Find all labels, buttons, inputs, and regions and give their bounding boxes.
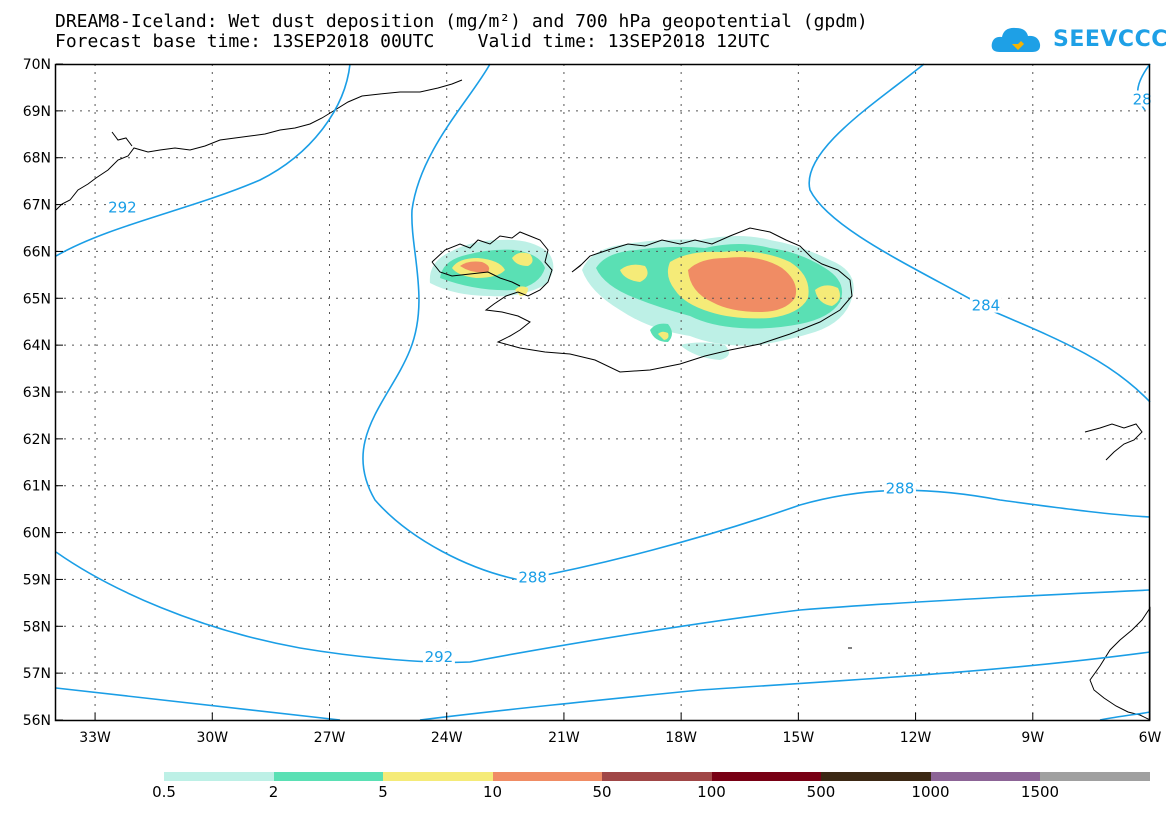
map-gridlines <box>56 64 1150 720</box>
lon-tick-label: 24W <box>431 730 463 746</box>
lat-tick-label: 66N <box>23 244 51 260</box>
legend-label: 5 <box>378 783 388 801</box>
lat-tick-label: 64N <box>23 338 51 354</box>
axis-ticks: 33W 30W 27W 24W 21W 18W 15W 12W 9W 6W 70N 69N 68N 67N… <box>23 57 1162 746</box>
legend-label: 10 <box>482 783 503 801</box>
lon-tick-label: 9W <box>1021 730 1044 746</box>
contour-label: 292 <box>425 648 454 666</box>
lat-tick-label: 61N <box>23 479 51 495</box>
legend-label: 1000 <box>911 783 950 801</box>
lat-tick-label: 59N <box>23 572 51 588</box>
map-frame <box>54 63 1151 722</box>
legend-swatch <box>383 772 493 781</box>
lon-tick-label: 27W <box>314 730 346 746</box>
legend-label: 1500 <box>1020 783 1060 801</box>
legend-swatch <box>821 772 931 781</box>
cloud-icon <box>991 27 1041 52</box>
lon-tick-label: 15W <box>783 730 815 746</box>
lat-tick-label: 68N <box>23 151 51 167</box>
contour-label: 284 <box>972 297 1001 315</box>
lon-tick-label: 12W <box>900 730 932 746</box>
legend-label: 100 <box>697 783 726 801</box>
lat-tick-label: 56N <box>23 713 51 729</box>
legend-swatch <box>164 772 274 781</box>
lat-tick-label: 69N <box>23 104 51 120</box>
contour-label-bg <box>516 568 549 585</box>
legend-swatch <box>930 772 1040 781</box>
legend-label: 0.5 <box>152 783 176 801</box>
map-subtitle: Forecast base time: 13SEP2018 00UTC Vali… <box>55 31 771 52</box>
contour-label: 288 <box>518 568 547 586</box>
geopotential-contours <box>55 63 1151 721</box>
coastline-layer <box>55 79 1151 721</box>
lat-tick-label: 70N <box>23 57 51 73</box>
lat-tick-label: 58N <box>23 619 51 635</box>
legend-label: 500 <box>806 783 836 801</box>
lat-tick-label: 63N <box>23 385 51 401</box>
dust-deposition-layer <box>429 236 854 360</box>
contour-label: 292 <box>108 198 137 216</box>
lat-tick-label: 57N <box>23 666 51 682</box>
legend-label: 2 <box>268 783 279 801</box>
lat-tick-label: 60N <box>23 526 51 542</box>
lon-tick-label: 6W <box>1139 730 1162 746</box>
legend-swatch <box>711 772 821 781</box>
lon-tick-label: 33W <box>79 730 111 746</box>
lon-tick-label: 21W <box>548 730 580 746</box>
lat-tick-label: 62N <box>23 432 51 448</box>
map-title: DREAM8-Iceland: Wet dust deposition (mg/… <box>55 11 868 32</box>
contour-labels: 292 284 288 288 292 28 <box>106 90 1159 666</box>
contour-label: 288 <box>886 479 915 497</box>
legend-swatch <box>273 772 383 781</box>
logo-text: SEEVCCC <box>1053 27 1168 52</box>
contour-label-bg <box>969 296 1002 313</box>
lat-tick-label: 67N <box>23 198 51 214</box>
contour-label: 28 <box>1133 90 1152 108</box>
legend-swatch <box>1040 772 1150 781</box>
contour-label-bg <box>422 648 455 665</box>
legend-swatch <box>492 772 602 781</box>
contour-label-bg <box>883 479 916 496</box>
legend-swatch <box>602 772 712 781</box>
contour-label-bg <box>106 198 139 215</box>
legend-label: 50 <box>592 783 612 801</box>
lon-tick-label: 18W <box>665 730 697 746</box>
lon-tick-label: 30W <box>196 730 228 746</box>
lat-tick-label: 65N <box>23 291 51 307</box>
